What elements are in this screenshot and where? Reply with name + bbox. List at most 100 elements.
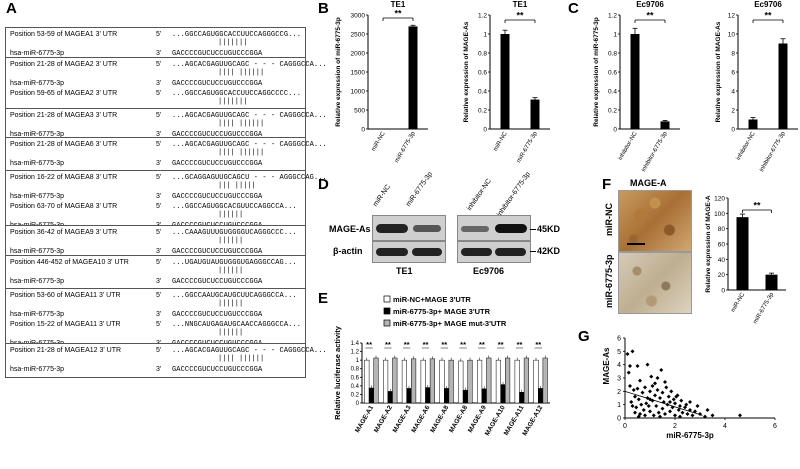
scatter-point: [641, 408, 646, 412]
pairing-bars: |||| ||||||: [6, 355, 305, 365]
scatter-point: [673, 401, 677, 406]
bar: [383, 359, 389, 404]
y-tick-label: 0.2: [478, 108, 487, 115]
scatter-point: [643, 385, 647, 390]
y-tick-label: 0.8: [478, 51, 487, 58]
ihc-row-label: miR-NC: [604, 203, 614, 236]
category-label: inhibitor-NC: [618, 130, 639, 161]
bar: [500, 384, 506, 404]
y-tick-label: 0.6: [608, 70, 617, 77]
y-axis-label: MAGE-As: [602, 347, 611, 384]
significance-label: **: [404, 340, 410, 349]
scatter-point: [653, 381, 657, 386]
scatter-point: [645, 362, 650, 367]
bar: [467, 359, 473, 404]
strand-prime: 5': [156, 321, 162, 328]
bar: [519, 392, 525, 404]
scatter-point: [673, 413, 677, 418]
legend-swatch: [383, 307, 391, 315]
y-axis-label: Relative luciferase activity: [333, 325, 342, 420]
alignment-box: Position 21-28 of MAGEA6 3' UTR 5' ...AGCA…: [5, 137, 327, 172]
scatter-point: [663, 412, 667, 416]
blot-image: [457, 241, 531, 263]
strand-prime: 5': [156, 90, 162, 97]
y-tick-label: 0.6: [478, 70, 487, 77]
pairing-marks: |||| ||||||: [218, 69, 265, 77]
alignment-row: Position 21-28 of MAGEA3 3' UTR 5' ...AGCA…: [6, 111, 327, 121]
alignment-position: Position 446-452 of MAGEA10 3' UTR: [10, 259, 129, 266]
alignment-position: hsa-miR-6775-3p: [10, 193, 65, 200]
y-tick-label: 0.8: [351, 367, 360, 373]
scatter-point: [643, 413, 647, 418]
y-tick-label: 0.4: [478, 89, 487, 96]
scatter-point: [636, 414, 641, 419]
legend-label: miR-6775-3p+ MAGE mut-3'UTR: [393, 319, 507, 328]
scatter-point: [679, 398, 684, 403]
bar: [458, 360, 464, 404]
blot-lane-label: miR-NC: [372, 183, 393, 209]
pairing-marks: ||| |||||: [218, 182, 256, 190]
pairing-bars: |||| ||||||: [6, 69, 305, 79]
panel-label-f: F: [602, 176, 612, 193]
alignment-row: hsa-miR-6775-3p 3' GACCCCGUCUCCUGUCCCGGA: [6, 79, 305, 89]
scatter-point: [658, 396, 662, 400]
y-tick-label: 500: [354, 108, 365, 115]
legend-label: miR-6775-3p+ MAGE 3'UTR: [393, 307, 491, 316]
scatter-point: [625, 352, 630, 356]
bar: [736, 217, 749, 290]
y-tick-label: 2000: [351, 51, 366, 58]
alignment-position: Position 16-22 of MAGEA8 3' UTR: [10, 174, 118, 181]
bar: [778, 43, 788, 129]
alignment-position: hsa-miR-6775-3p: [10, 131, 65, 138]
size-marker: 45KD: [537, 224, 561, 234]
scatter-point: [654, 404, 659, 408]
blot-image: [457, 215, 531, 241]
scale-bar: [627, 243, 645, 245]
y-tick-label: 0.4: [351, 384, 360, 390]
scatter-point: [675, 393, 680, 398]
strand-prime: 3': [156, 193, 162, 200]
scatter-point: [648, 397, 652, 402]
significance-label: **: [753, 201, 761, 211]
category-label: MAGE-A10: [484, 404, 507, 437]
alignment-position: Position 36-42 of MAGEA9 3' UTR: [10, 229, 118, 236]
y-tick-label: 1: [613, 32, 617, 39]
pairing-bars: ||||||: [6, 329, 305, 339]
scatter-point: [703, 414, 707, 419]
alignment-row: hsa-miR-6775-3p 3' GACCCCGUCUCCUGUCCCGGA: [6, 49, 305, 59]
scatter-point: [666, 394, 671, 399]
y-tick-label: 0: [483, 127, 487, 134]
y-tick-label: 6: [617, 336, 621, 343]
y-tick-label: 40: [718, 257, 726, 264]
pairing-bars: ||||||: [6, 267, 305, 277]
pairing-marks: |||| ||||||: [218, 120, 265, 128]
pairing-marks: |||||||: [218, 39, 248, 47]
y-tick-label: 1: [356, 358, 360, 364]
scatter-point: [635, 386, 640, 391]
strand-prime: 3': [156, 160, 162, 167]
strand-prime: 5': [156, 61, 162, 68]
category-label: MAGE-A2: [373, 404, 394, 434]
strand-prime: 3': [156, 278, 162, 285]
category-label: MAGE-A3: [392, 404, 413, 434]
scatter-point: [698, 412, 702, 416]
scatter-point: [683, 405, 687, 410]
y-tick-label: 60: [718, 242, 726, 249]
bar: [411, 358, 417, 404]
alignment-position: Position 59-65 of MAGEA2 3' UTR: [10, 90, 118, 97]
scatter-point: [650, 398, 655, 403]
size-marker: 42KD: [537, 246, 561, 256]
category-label: MAGE-A8: [448, 404, 469, 434]
sequence-text: ...AGCACGAGUUGCAGC - - - CAGGGCCA...: [172, 347, 327, 355]
alignment-position: Position 21-28 of MAGEA12 3' UTR: [10, 347, 122, 354]
scatter-point: [645, 396, 650, 400]
bar: [477, 359, 483, 404]
pairing-marks: |||| ||||||: [218, 149, 265, 157]
blot-band: [461, 248, 492, 256]
y-tick-label: 1: [483, 32, 487, 39]
y-axis-label: Relative expression of MAGE-As: [463, 21, 470, 122]
scatter-point: [630, 404, 635, 408]
bar: [387, 391, 393, 404]
scatter-point: [668, 409, 672, 414]
alignment-row: hsa-miR-6775-3p 3' GACCCCGUCUCCUGUCCCGGA: [6, 247, 305, 257]
